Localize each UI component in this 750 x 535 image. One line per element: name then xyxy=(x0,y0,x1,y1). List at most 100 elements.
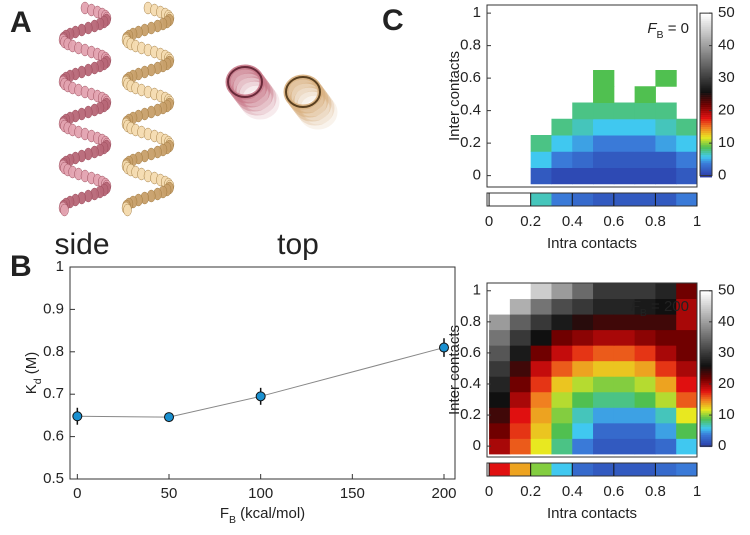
colorbar-band xyxy=(700,346,712,350)
colorbar-band xyxy=(700,131,712,134)
annotation: FB = 200 xyxy=(631,298,689,319)
x-tick-label: 0 xyxy=(485,483,493,500)
colorbar-band xyxy=(700,344,712,348)
colorbar-band xyxy=(700,416,712,420)
heatmap-cell xyxy=(655,118,677,136)
colorbar-band xyxy=(700,13,712,16)
annotation-part: F xyxy=(647,20,657,37)
heatmap-cell xyxy=(613,360,636,377)
colorbar-band xyxy=(700,296,712,300)
colorbar-band xyxy=(700,57,712,60)
heatmap-cell xyxy=(530,438,552,455)
heatmap-cell xyxy=(530,422,552,439)
plot-frame xyxy=(486,282,698,458)
heatmap-cell xyxy=(634,391,656,408)
heatmap-cell xyxy=(676,298,698,315)
heatmap-cell xyxy=(509,407,532,424)
y-tick-label: 0.6 xyxy=(460,344,481,361)
strip-cell xyxy=(572,193,594,206)
strip-cell xyxy=(572,463,594,476)
y-tick-label: 0.8 xyxy=(43,343,64,360)
colorbar-band xyxy=(700,298,712,302)
heatmap-cell xyxy=(655,391,677,408)
heatmap-cell xyxy=(634,438,656,455)
colorbar-band xyxy=(700,49,712,52)
heatmap-cell xyxy=(634,376,656,393)
colorbar-band xyxy=(700,161,712,164)
colorbar-band xyxy=(700,43,712,46)
colorbar-band xyxy=(700,139,712,142)
colorbar-tick-label: 10 xyxy=(718,134,735,151)
y-tick-label: 1 xyxy=(473,282,481,299)
colorbar-band xyxy=(700,366,712,370)
heatmap-cell xyxy=(530,376,552,393)
heatmap-cell xyxy=(593,438,615,455)
y-axis-label: Inter contacts xyxy=(446,51,463,141)
colorbar-band xyxy=(700,294,712,298)
heatmap-cell xyxy=(509,360,532,377)
heatmap-cell xyxy=(530,329,552,346)
y-tick-label: 0 xyxy=(473,437,481,454)
heatmap-cell xyxy=(551,391,573,408)
colorbar-band xyxy=(700,376,712,380)
colorbar-tick-label: 40 xyxy=(718,313,735,330)
y-tick-label: 0.2 xyxy=(460,134,481,151)
y-tick-label: 0.4 xyxy=(460,102,481,119)
colorbar-band xyxy=(700,434,712,438)
colorbar-band xyxy=(700,111,712,114)
heatmap-cell xyxy=(551,314,573,331)
colorbar-band xyxy=(700,350,712,354)
colorbar-band xyxy=(700,165,712,168)
y-axis-label: Kd (M) xyxy=(23,352,44,395)
heatmap-cell xyxy=(551,151,573,168)
colorbar-band xyxy=(700,362,712,366)
heatmap-cell xyxy=(634,283,656,300)
heatmap-cell xyxy=(489,345,511,362)
colorbar-band xyxy=(700,169,712,172)
panel-label: B xyxy=(10,250,32,283)
heatmap-cell xyxy=(489,407,511,424)
colorbar-band xyxy=(700,414,712,418)
colorbar-band xyxy=(700,404,712,408)
colorbar-band xyxy=(700,113,712,116)
colorbar-tick-label: 0 xyxy=(718,437,726,454)
colorbar-band xyxy=(700,121,712,124)
annotation-part: = 200 xyxy=(647,298,689,315)
colorbar-band xyxy=(700,143,712,146)
colorbar-band xyxy=(700,175,712,178)
colorbar-tick-label: 20 xyxy=(718,102,735,119)
colorbar-band xyxy=(700,77,712,80)
heatmap-cell xyxy=(530,407,552,424)
colorbar-band xyxy=(700,364,712,368)
heatmap-cell xyxy=(551,283,573,300)
heatmap-cell xyxy=(530,345,552,362)
y-tick-label: 0.7 xyxy=(43,385,64,402)
colorbar-band xyxy=(700,334,712,338)
plot-frame xyxy=(69,266,456,480)
colorbar-band xyxy=(700,324,712,328)
heatmap-cell xyxy=(676,422,698,439)
heatmap-cell xyxy=(613,167,636,185)
x-tick-label: 0.8 xyxy=(645,213,666,230)
heatmap-cell xyxy=(676,118,698,136)
heatmap-cell xyxy=(676,345,698,362)
strip-cell xyxy=(634,193,656,206)
colorbar-band xyxy=(700,430,712,434)
heatmap-cell xyxy=(593,314,615,331)
colorbar-band xyxy=(700,81,712,84)
heatmap-cell xyxy=(655,345,677,362)
colorbar-band xyxy=(700,336,712,340)
heatmap-cell xyxy=(655,70,677,87)
heatmap-cell xyxy=(634,151,656,168)
colorbar-band xyxy=(700,402,712,406)
heatmap-cell xyxy=(530,167,552,185)
colorbar-band xyxy=(700,59,712,62)
heatmap-cell xyxy=(572,376,594,393)
y-tick-label: 0.8 xyxy=(460,37,481,54)
structure-illustration xyxy=(58,1,338,217)
colorbar-band xyxy=(700,35,712,38)
heatmap-cell xyxy=(572,167,594,185)
colorbar-band xyxy=(700,51,712,54)
heatmap-cell xyxy=(551,118,573,136)
heatmap-cell xyxy=(613,298,636,315)
